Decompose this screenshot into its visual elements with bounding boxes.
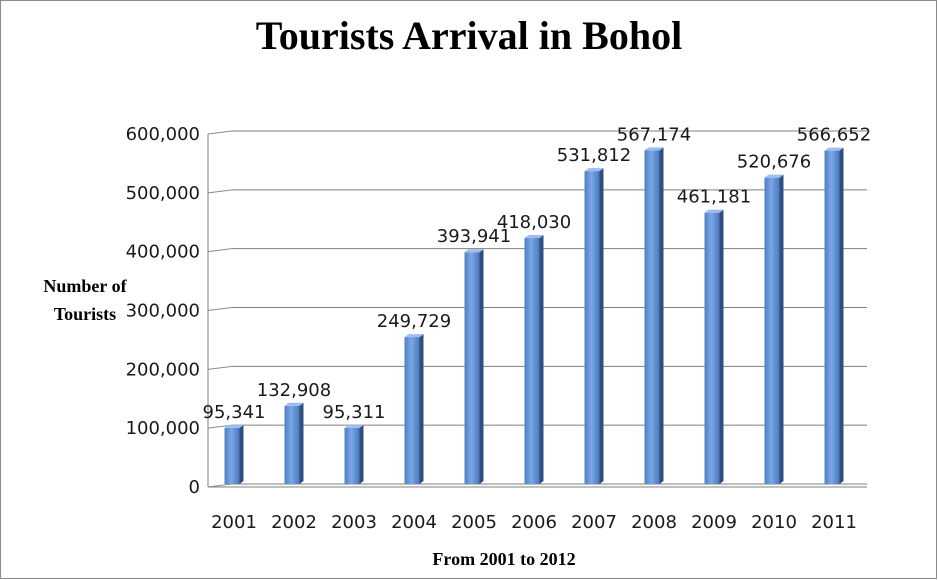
data-label: 418,030 [497, 212, 571, 233]
bar-top [584, 168, 604, 172]
gridline-depth [207, 248, 233, 253]
bar [644, 150, 660, 485]
bar-top [704, 209, 724, 213]
bar-top [764, 174, 784, 178]
bar-top [644, 147, 664, 151]
y-tick-label: 300,000 [126, 301, 200, 322]
bar [584, 171, 600, 484]
data-label: 531,812 [557, 145, 631, 166]
bar [344, 427, 360, 484]
gridline-depth [207, 189, 233, 194]
bar [404, 337, 420, 484]
y-axis-label: Number of Tourists [43, 276, 127, 324]
gridline-depth [207, 307, 233, 311]
x-tick-label: 2010 [751, 512, 797, 533]
bar-side [659, 147, 664, 485]
bar [824, 150, 840, 484]
x-tick-label: 2011 [811, 512, 857, 533]
bar-side [419, 334, 424, 484]
y-tick-label: 600,000 [126, 124, 200, 145]
bar-top [344, 424, 364, 428]
x-tick-label: 2008 [631, 512, 677, 533]
bar-top [824, 147, 844, 151]
bar-top [464, 249, 484, 253]
y-tick-label: 500,000 [126, 183, 200, 204]
x-tick-label: 2005 [451, 512, 497, 533]
bar-top [404, 334, 424, 338]
bar-side [779, 174, 784, 485]
bar [464, 252, 480, 484]
data-label: 95,311 [323, 402, 386, 423]
bar-side [299, 402, 304, 484]
y-tick-label: 100,000 [126, 418, 200, 439]
x-axis-label: From 2001 to 2012 [432, 549, 576, 569]
data-label: 95,341 [203, 402, 266, 423]
data-label: 132,908 [257, 380, 331, 401]
data-label: 249,729 [377, 311, 451, 332]
x-tick-label: 2002 [271, 512, 317, 533]
bar-top [524, 235, 544, 239]
bar [224, 427, 240, 484]
bar [284, 405, 300, 484]
x-tick-label: 2007 [571, 512, 617, 533]
bar-side [839, 147, 844, 484]
bar-side [239, 424, 244, 484]
bar [764, 177, 780, 485]
bar-side [539, 235, 544, 484]
y-tick-label: 400,000 [126, 242, 200, 263]
gridline-depth [207, 365, 233, 370]
bar-side [719, 209, 724, 484]
x-tick-label: 2001 [211, 512, 257, 533]
data-label: 393,941 [437, 226, 511, 247]
data-label: 520,676 [737, 152, 811, 173]
bar [704, 212, 720, 484]
bar-side [479, 249, 484, 484]
x-tick-label: 2006 [511, 512, 557, 533]
chart-title: Tourists Arrival in Bohol [255, 13, 683, 58]
gridline-depth [207, 130, 233, 135]
x-tick-label: 2009 [691, 512, 737, 533]
bar-side [599, 168, 604, 484]
x-tick-label: 2003 [331, 512, 377, 533]
data-label: 567,174 [617, 124, 691, 145]
bar-top [284, 402, 304, 406]
x-tick-label: 2004 [391, 512, 437, 533]
bar-top [224, 424, 244, 428]
bar [524, 238, 540, 484]
y-tick-label: 200,000 [126, 359, 200, 380]
data-label: 461,181 [677, 187, 751, 208]
data-label: 566,652 [797, 125, 871, 146]
y-tick-label: 0 [189, 477, 200, 498]
bar-side [359, 424, 364, 484]
